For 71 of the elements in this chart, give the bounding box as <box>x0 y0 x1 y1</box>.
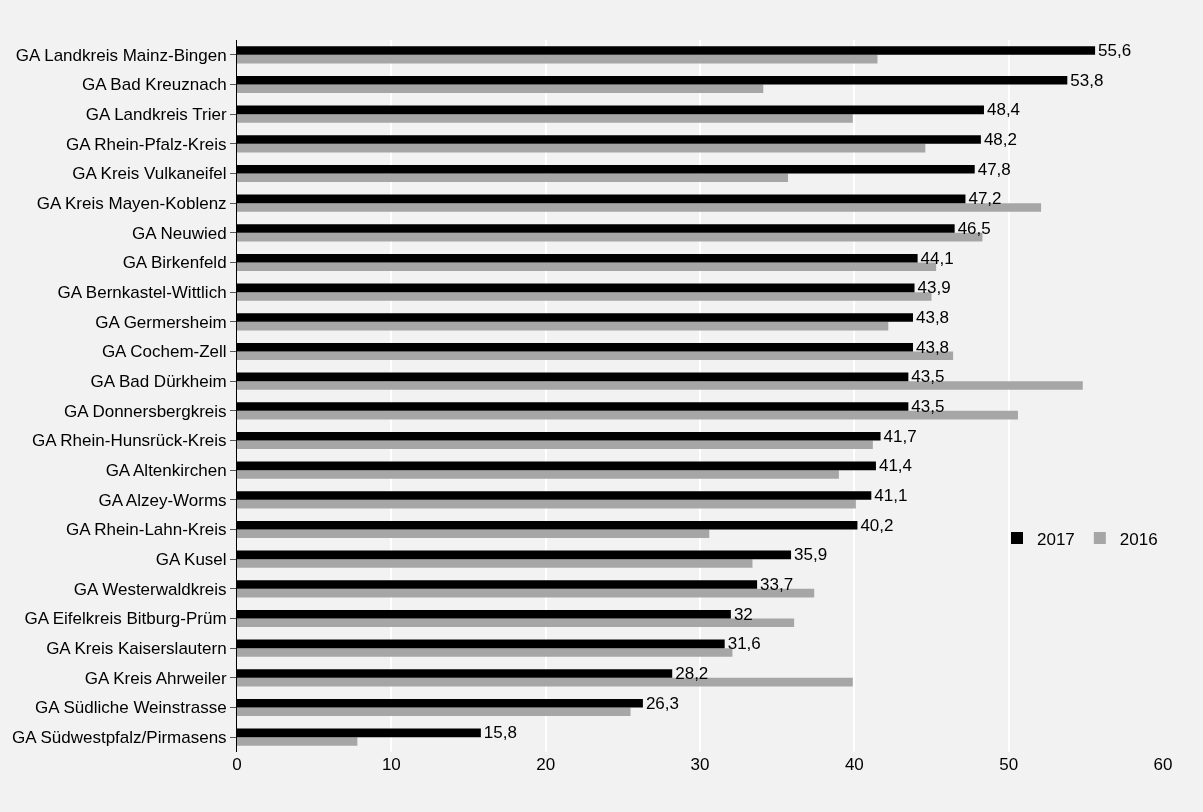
x-tick-label: 40 <box>844 755 864 774</box>
data-label: 31,6 <box>727 634 761 654</box>
y-tick-label: GA Südwestpfalz/Pirmasens <box>12 728 227 748</box>
data-label: 28,2 <box>675 664 709 684</box>
y-tick-label: GA Kreis Kaiserslautern <box>46 639 227 659</box>
y-tick-label: GA Westerwaldkreis <box>73 579 227 599</box>
y-tick-label: GA Eifelkreis Bitburg-Prüm <box>24 609 227 629</box>
bar <box>237 737 358 746</box>
x-tick-label: 50 <box>999 755 1019 774</box>
data-label: 43,9 <box>917 278 951 298</box>
y-tick-label: GA Germersheim <box>95 312 227 332</box>
bar <box>237 707 631 717</box>
data-label: 48,4 <box>986 100 1021 120</box>
data-label: 44,1 <box>920 248 954 268</box>
legend-label: 2017 <box>1037 529 1075 549</box>
y-tick-label: GA Bernkastel-Wittlich <box>57 283 227 303</box>
data-label: 40,2 <box>860 515 894 535</box>
data-label: 55,6 <box>1098 41 1132 61</box>
y-tick-label: GA Kreis Ahrweiler <box>84 668 227 688</box>
data-label: 32 <box>733 604 753 624</box>
data-label: 43,5 <box>911 397 945 417</box>
y-tick-label: GA Landkreis Trier <box>85 105 227 125</box>
data-label: 43,5 <box>911 367 945 387</box>
y-tick-label: GA Rhein-Lahn-Kreis <box>65 520 227 540</box>
y-tick-label: GA Altenkirchen <box>105 461 227 481</box>
bar <box>237 321 889 331</box>
y-tick-label: GA Kusel <box>155 550 227 570</box>
data-label: 53,8 <box>1070 70 1104 90</box>
bar <box>237 84 764 94</box>
data-label: 47,8 <box>977 159 1011 179</box>
x-tick-label: 0 <box>232 755 242 774</box>
data-label: 26,3 <box>645 693 679 713</box>
y-tick-label: GA Neuwied <box>132 223 227 243</box>
bar <box>237 143 926 153</box>
x-tick-label: 10 <box>381 755 401 774</box>
y-tick-label: GA Cochem-Zell <box>101 342 227 362</box>
data-label: 47,2 <box>968 189 1002 209</box>
y-tick-label: GA Bad Kreuznach <box>82 75 227 95</box>
data-label: 48,2 <box>983 130 1017 150</box>
data-label: 46,5 <box>957 219 991 239</box>
data-label: 15,8 <box>483 723 517 743</box>
y-tick-label: GA Alzey-Worms <box>98 490 227 510</box>
y-tick-label: GA Birkenfeld <box>122 253 227 273</box>
data-label: 41,7 <box>883 426 917 446</box>
y-tick-label: GA Landkreis Mainz-Bingen <box>15 45 227 65</box>
data-label: 43,8 <box>915 308 950 328</box>
bar <box>237 114 853 123</box>
x-tick-label: 60 <box>1153 755 1173 774</box>
x-tick-label: 30 <box>690 755 710 774</box>
data-label: 35,9 <box>794 545 828 565</box>
y-tick-label: GA Kreis Mayen-Koblenz <box>36 194 227 214</box>
y-tick-label: GA Rhein-Hunsrück-Kreis <box>31 431 227 451</box>
bar <box>237 559 753 568</box>
bar <box>237 440 873 450</box>
bar <box>237 470 839 479</box>
bar <box>237 529 710 539</box>
legend-label: 2016 <box>1119 529 1158 549</box>
y-tick-label: GA Bad Dürkheim <box>90 372 227 392</box>
bar <box>237 618 795 628</box>
bar <box>237 173 788 183</box>
data-label: 41,1 <box>874 486 908 506</box>
x-tick-label: 20 <box>536 755 556 774</box>
data-label: 41,4 <box>878 456 913 476</box>
data-label: 43,8 <box>915 337 950 357</box>
y-tick-label: GA Rhein-Pfalz-Kreis <box>65 134 227 154</box>
y-tick-label: GA Donnersbergkreis <box>64 401 227 421</box>
y-tick-label: GA Südliche Weinstrasse <box>35 698 227 718</box>
y-tick-label: GA Kreis Vulkaneifel <box>72 164 227 184</box>
bar <box>237 499 856 509</box>
data-label: 33,7 <box>760 575 794 595</box>
bar <box>237 54 878 64</box>
